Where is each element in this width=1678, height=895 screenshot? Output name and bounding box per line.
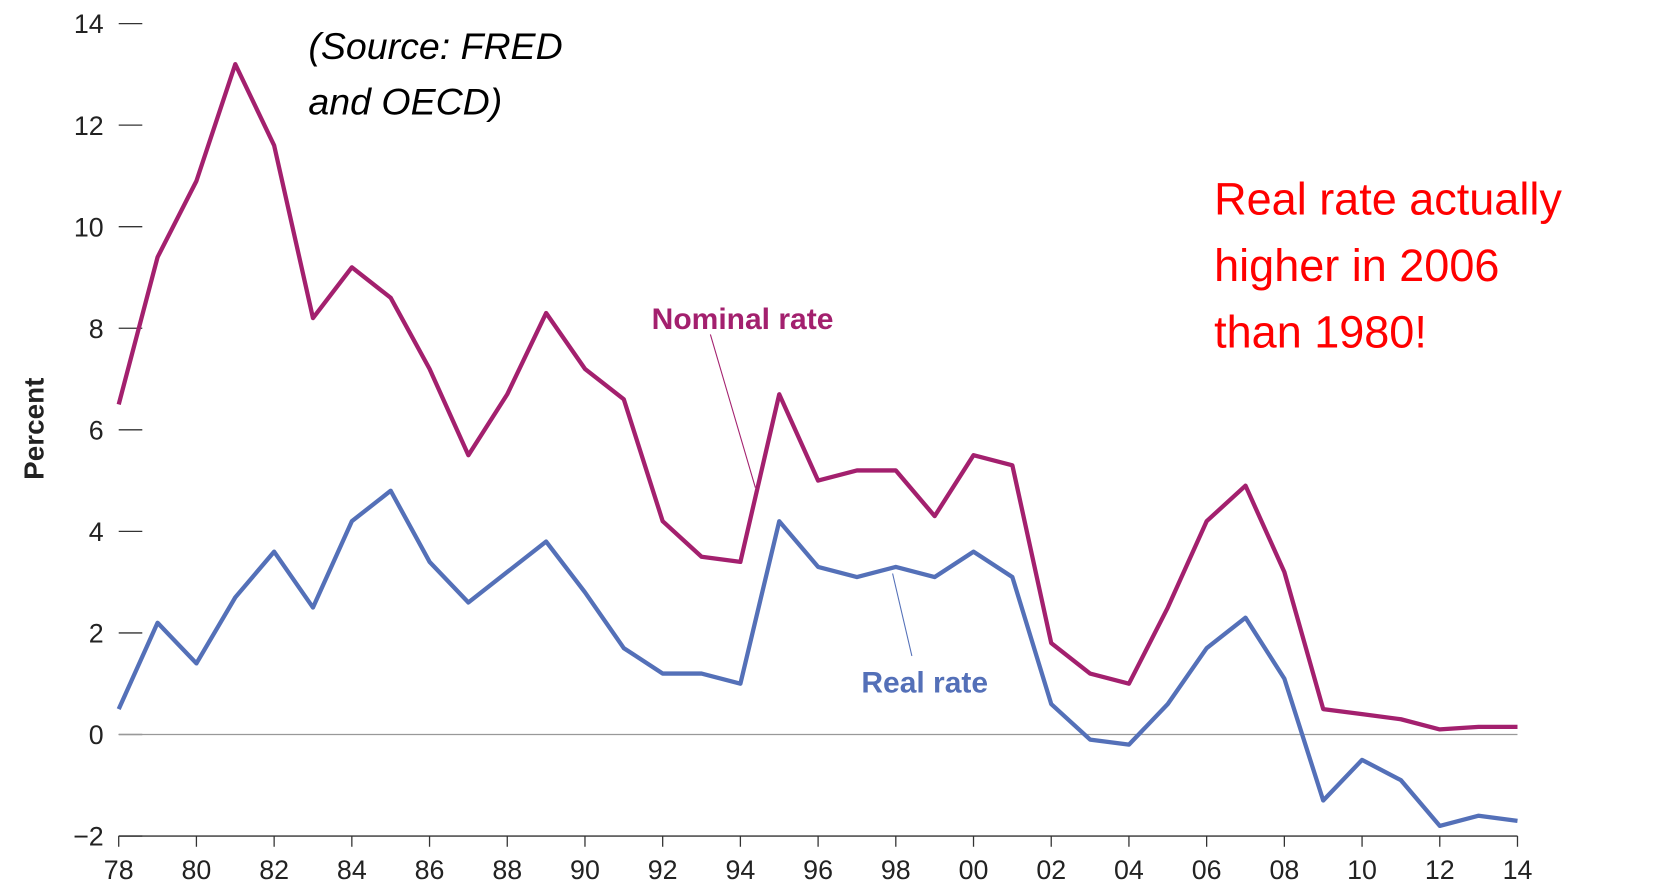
x-tick-label: 88 xyxy=(492,855,522,885)
series-line xyxy=(116,62,1518,732)
x-tick-label: 84 xyxy=(337,855,367,885)
x-tick-label: 86 xyxy=(415,855,445,885)
y-axis-label: Percent xyxy=(19,378,50,480)
x-tick-label: 02 xyxy=(1036,855,1066,885)
x-tick-label: 82 xyxy=(259,855,289,885)
x-tick-label: 04 xyxy=(1114,855,1144,885)
x-tick-label: 96 xyxy=(803,855,833,885)
y-tick-label: 0 xyxy=(89,720,104,750)
x-tick-label: 14 xyxy=(1503,855,1533,885)
x-tick-label: 98 xyxy=(881,855,911,885)
x-tick-label: 92 xyxy=(648,855,678,885)
source-note: (Source: FRED xyxy=(308,25,562,67)
x-tick-label: 10 xyxy=(1347,855,1377,885)
x-tick-label: 12 xyxy=(1425,855,1455,885)
x-tick-label: 00 xyxy=(959,855,989,885)
leader-line xyxy=(709,334,756,488)
y-tick-label: 14 xyxy=(74,9,104,39)
x-tick-label: 08 xyxy=(1269,855,1299,885)
x-tick-label: 06 xyxy=(1192,855,1222,885)
y-tick-label: 2 xyxy=(89,619,104,649)
y-tick-label: 10 xyxy=(74,212,104,242)
y-tick-label: −2 xyxy=(73,822,104,852)
leader-line xyxy=(892,573,913,657)
x-tick-label: 94 xyxy=(725,855,755,885)
annotation: higher in 2006 xyxy=(1214,240,1499,291)
y-tick-label: 8 xyxy=(89,314,104,344)
y-tick-label: 6 xyxy=(89,415,104,445)
series-label: Real rate xyxy=(861,666,988,699)
x-tick-label: 78 xyxy=(104,855,134,885)
annotation: than 1980! xyxy=(1214,306,1427,357)
series-line xyxy=(116,488,1518,829)
x-tick-label: 90 xyxy=(570,855,600,885)
series-label: Nominal rate xyxy=(652,303,834,336)
y-tick-label: 4 xyxy=(89,517,104,547)
y-tick-label: 12 xyxy=(74,111,104,141)
source-note: and OECD) xyxy=(308,81,502,123)
annotation: Real rate actually xyxy=(1214,173,1562,224)
x-tick-label: 80 xyxy=(182,855,212,885)
